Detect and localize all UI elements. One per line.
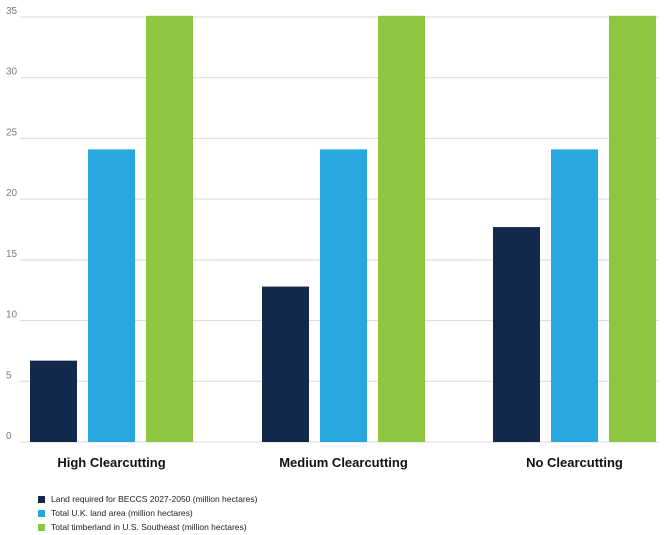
legend-item: Total timberland in U.S. Southeast (mill…: [38, 521, 257, 533]
bar: [378, 15, 425, 443]
category-label: No Clearcutting: [526, 455, 623, 470]
legend-swatch: [38, 523, 45, 531]
category-labels: High Clearcutting Medium Clearcutting No C…: [57, 455, 623, 470]
legend-label: Total U.K. land area (million hectares): [51, 508, 193, 518]
legend-label: Land required for BECCS 2027-2050 (milli…: [51, 494, 258, 504]
bar: [493, 227, 540, 442]
bar-chart: 0 5 10 15 20 25 30 35 High Clearcutting Medium C…: [6, 6, 659, 470]
legend-item: Land required for BECCS 2027-2050 (milli…: [38, 493, 257, 505]
bar: [146, 15, 193, 443]
legend-swatch: [38, 509, 45, 517]
y-tick-label: 30: [6, 67, 18, 78]
y-tick-label: 0: [6, 431, 12, 442]
y-tick-label: 20: [6, 188, 18, 199]
y-tick-label: 5: [6, 370, 12, 381]
legend-item: Total U.K. land area (million hectares): [38, 507, 257, 519]
bar: [551, 149, 598, 442]
y-tick-label: 25: [6, 127, 18, 138]
category-label: Medium Clearcutting: [279, 455, 408, 470]
legend-swatch: [38, 495, 45, 503]
y-tick-label: 35: [6, 6, 18, 17]
bar: [609, 15, 656, 443]
legend-label: Total timberland in U.S. Southeast (mill…: [51, 522, 247, 532]
y-tick-label: 10: [6, 310, 18, 321]
bars: [30, 15, 656, 443]
bar: [320, 149, 367, 442]
category-label: High Clearcutting: [57, 455, 165, 470]
bar: [262, 286, 309, 442]
y-tick-label: 15: [6, 249, 18, 260]
bar: [88, 149, 135, 442]
legend: Land required for BECCS 2027-2050 (milli…: [38, 493, 257, 535]
y-axis-ticks: 0 5 10 15 20 25 30 35: [6, 6, 18, 442]
bar: [30, 360, 77, 442]
